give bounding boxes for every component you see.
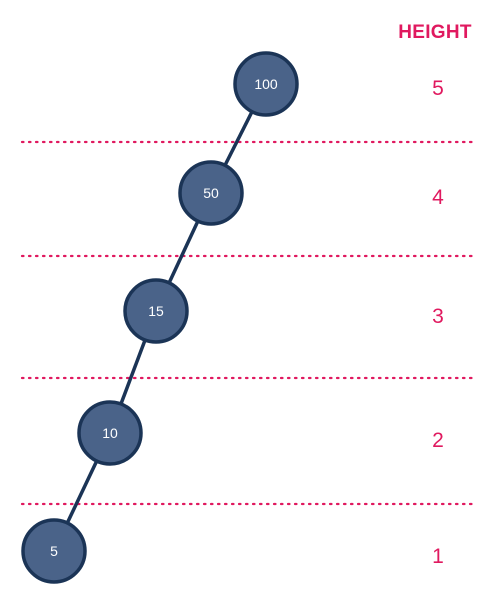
node-circle bbox=[178, 160, 244, 226]
tree-node: 50 bbox=[178, 160, 244, 226]
node-circle bbox=[21, 518, 87, 584]
node-value: 50 bbox=[203, 185, 219, 201]
tree-node: 15 bbox=[123, 278, 189, 344]
level-dividers bbox=[20, 140, 476, 506]
node-circle bbox=[123, 278, 189, 344]
height-header: HEIGHT bbox=[398, 22, 472, 43]
node-value: 100 bbox=[254, 76, 278, 92]
height-label: 5 bbox=[432, 77, 444, 100]
node-circle bbox=[77, 400, 143, 466]
tree-node: 5 bbox=[21, 518, 87, 584]
node-value: 15 bbox=[148, 303, 164, 319]
node-value: 10 bbox=[102, 425, 118, 441]
tree-node: 10 bbox=[77, 400, 143, 466]
node-circle bbox=[233, 51, 299, 117]
node-value: 5 bbox=[50, 543, 58, 559]
tree-node: 100 bbox=[233, 51, 299, 117]
height-label: 2 bbox=[432, 429, 444, 452]
height-label: 4 bbox=[432, 186, 444, 209]
tree-nodes: 100 50 15 10 5 bbox=[21, 51, 299, 584]
height-label: 3 bbox=[432, 305, 444, 328]
height-label: 1 bbox=[432, 545, 444, 568]
